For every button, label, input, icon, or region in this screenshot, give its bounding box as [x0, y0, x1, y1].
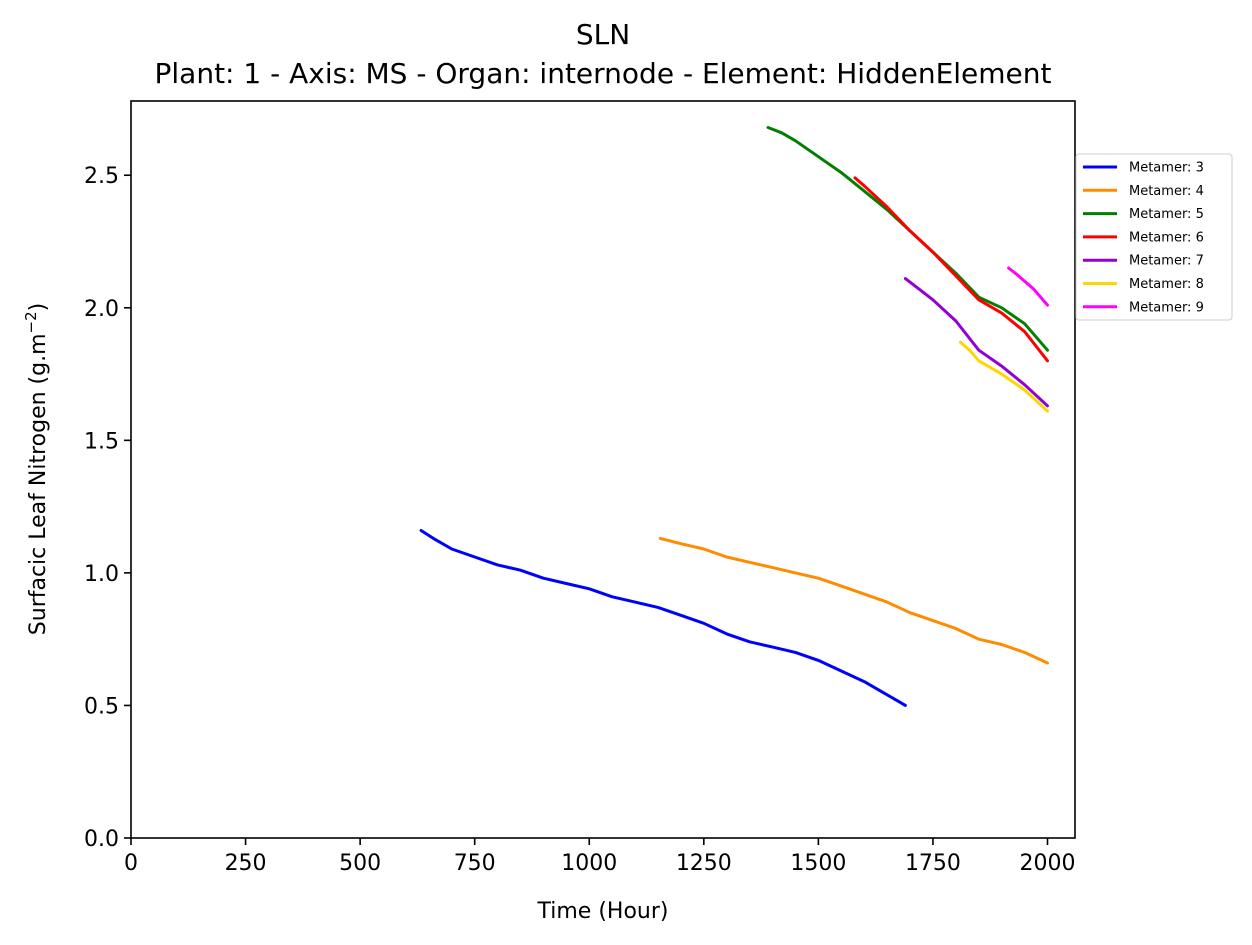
legend-entry-label: Metamer: 3	[1129, 161, 1204, 176]
y-tick-label: 1.5	[84, 429, 119, 454]
y-tick-label: 2.5	[84, 164, 119, 189]
y-tick-label: 0.5	[84, 694, 119, 719]
x-tick-label: 500	[339, 851, 381, 876]
plot-area	[131, 101, 1075, 838]
legend-entry-label: Metamer: 9	[1129, 300, 1204, 315]
x-tick-label: 750	[454, 851, 496, 876]
x-axis-label: Time (Hour)	[537, 899, 669, 924]
series-line-metamer-9	[1007, 266, 1049, 307]
y-axis-label: Surfacic Leaf Nitrogen (g.m−2)	[22, 303, 51, 635]
x-tick-label: 1000	[561, 851, 617, 876]
x-tick-label: 0	[124, 851, 138, 876]
legend-entry-label: Metamer: 6	[1129, 230, 1204, 245]
y-tick-label: 1.0	[84, 562, 119, 587]
series-line-metamer-6	[853, 176, 1049, 363]
chart-subtitle: Plant: 1 - Axis: MS - Organ: internode -…	[155, 57, 1052, 90]
series-line-metamer-3	[419, 529, 907, 707]
series-layer	[419, 126, 1049, 707]
legend-box	[1075, 153, 1233, 321]
x-tick-label: 1250	[676, 851, 732, 876]
series-line-metamer-8	[958, 340, 1049, 413]
y-axis-label-close: )	[26, 303, 51, 312]
x-tick-label: 1750	[905, 851, 961, 876]
series-line-metamer-4	[658, 536, 1049, 665]
y-axis-label-main: Surfacic Leaf Nitrogen (g.m	[26, 333, 51, 635]
x-tick-label: 250	[225, 851, 267, 876]
legend-entry-label: Metamer: 4	[1129, 184, 1204, 199]
y-tick-label: 2.0	[84, 297, 119, 322]
y-tick-label: 0.0	[84, 827, 119, 852]
legend-entry-label: Metamer: 7	[1129, 254, 1204, 269]
plot-frame	[130, 100, 1076, 839]
series-line-metamer-7	[903, 277, 1049, 408]
legend: Metamer: 3 Metamer: 4 Metamer: 5 Metamer: 6…	[1075, 153, 1233, 321]
y-axis-label-superscript: −2	[22, 311, 40, 333]
x-axis: 0 250 500 750 1000 1250 1500 1750 2000	[124, 838, 1076, 876]
x-tick-label: 1500	[790, 851, 846, 876]
x-tick-label: 2000	[1020, 851, 1076, 876]
legend-entry-label: Metamer: 8	[1129, 277, 1204, 292]
legend-entry-label: Metamer: 5	[1129, 207, 1204, 222]
y-axis: 0.0 0.5 1.0 1.5 2.0 2.5	[84, 164, 131, 852]
chart-title: SLN	[576, 18, 630, 51]
